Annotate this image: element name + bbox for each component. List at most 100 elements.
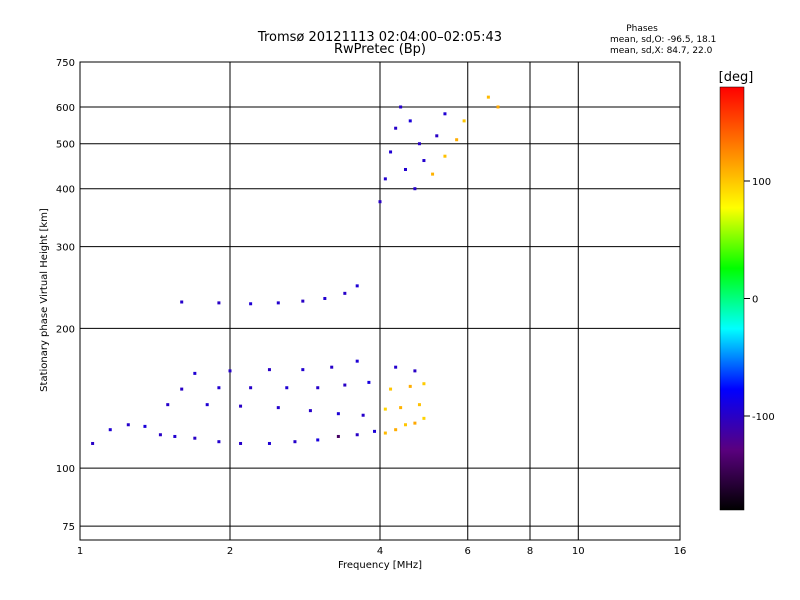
data-point-35 [343, 383, 347, 387]
data-point-67 [443, 112, 447, 116]
data-point-33 [285, 386, 289, 390]
data-point-7 [217, 440, 221, 444]
data-point-39 [422, 382, 426, 386]
data-point-0 [91, 441, 95, 445]
data-point-41 [228, 369, 232, 373]
y-tick-label-0: 75 [62, 522, 75, 533]
data-point-36 [367, 380, 371, 384]
data-point-73 [496, 105, 500, 109]
data-point-22 [239, 404, 243, 408]
data-point-12 [336, 434, 340, 438]
data-point-26 [361, 413, 365, 417]
data-point-3 [143, 424, 147, 428]
data-point-16 [394, 428, 398, 432]
data-point-65 [422, 159, 426, 163]
data-point-10 [293, 440, 297, 444]
data-point-6 [193, 436, 197, 440]
data-point-15 [383, 431, 387, 435]
plot-frame: 1 2 4 6 8 10 16 75 100 200 300 400 500 600 750 [56, 58, 686, 557]
colorbar-tick-label-1: 0 [752, 295, 758, 306]
data-point-25 [336, 412, 340, 416]
data-point-17 [403, 423, 407, 427]
data-point-42 [267, 368, 271, 372]
stats-heading: Phases [626, 24, 658, 34]
data-points [91, 95, 500, 445]
colorbar-label: [deg] [719, 70, 754, 85]
data-point-47 [413, 369, 417, 373]
data-point-58 [389, 150, 393, 154]
data-point-48 [180, 300, 184, 304]
y-tick-label-7: 750 [56, 58, 75, 69]
data-point-11 [316, 438, 320, 442]
x-tick-label-5: 10 [572, 546, 585, 557]
data-point-38 [408, 384, 412, 388]
x-tick-label-3: 6 [465, 546, 471, 557]
data-point-54 [343, 291, 347, 295]
data-point-72 [486, 95, 490, 99]
data-point-24 [308, 409, 312, 413]
y-tick-label-2: 200 [56, 324, 75, 335]
colorbar-ticks: 100 0 -100 [744, 177, 775, 423]
data-point-46 [394, 365, 398, 369]
data-point-64 [413, 187, 417, 191]
x-tick-label-1: 2 [227, 546, 233, 557]
x-tick-label-6: 16 [674, 546, 687, 557]
data-point-68 [431, 172, 435, 176]
x-tick-label-4: 8 [527, 546, 533, 557]
data-point-59 [394, 126, 398, 130]
stats-x-mode: mean, sd,X: 84.7, 22.0 [610, 46, 713, 56]
data-point-71 [462, 119, 466, 123]
data-point-8 [239, 441, 243, 445]
data-point-63 [403, 167, 407, 171]
data-point-32 [249, 386, 253, 390]
data-point-34 [316, 386, 320, 390]
x-axis-label: Frequency [MHz] [338, 560, 422, 571]
chart-subtitle: RwPretec (Bp) [334, 42, 426, 57]
data-point-14 [373, 429, 377, 433]
data-point-5 [173, 434, 177, 438]
y-tick-label-1: 100 [56, 464, 75, 475]
data-point-49 [217, 301, 221, 305]
data-point-23 [276, 406, 280, 410]
x-axis-ticks: 1 2 4 6 8 10 16 [77, 546, 687, 557]
data-point-13 [355, 433, 359, 437]
data-point-21 [205, 403, 209, 407]
data-point-69 [443, 154, 447, 158]
data-point-50 [249, 302, 253, 306]
data-point-1 [108, 428, 112, 432]
x-tick-label-0: 1 [77, 546, 83, 557]
y-tick-label-3: 300 [56, 243, 75, 254]
data-point-30 [180, 387, 184, 391]
x-tick-label-2: 4 [377, 546, 383, 557]
data-point-2 [126, 423, 130, 427]
chart-title: Tromsø 20121113 02:04:00–02:05:43 [257, 30, 502, 45]
data-point-61 [408, 119, 412, 123]
data-point-53 [323, 296, 327, 300]
stats-o-mode: mean, sd,O: -96.5, 18.1 [610, 35, 716, 45]
colorbar: [deg] 100 0 -100 [719, 70, 775, 511]
data-point-62 [417, 142, 421, 146]
data-point-43 [301, 368, 305, 372]
colorbar-tick-label-0: 100 [752, 177, 771, 188]
data-point-28 [399, 406, 403, 410]
data-point-29 [417, 403, 421, 407]
data-point-31 [217, 386, 221, 390]
grid-lines [79, 61, 681, 540]
data-point-57 [383, 177, 387, 181]
data-point-20 [166, 403, 170, 407]
data-point-56 [378, 200, 382, 204]
data-point-4 [158, 433, 162, 437]
colorbar-gradient [719, 86, 745, 511]
colorbar-tick-label-2: -100 [752, 412, 775, 423]
data-point-27 [383, 407, 387, 411]
data-point-66 [435, 134, 439, 138]
data-point-40 [193, 371, 197, 375]
y-tick-label-6: 600 [56, 103, 75, 114]
data-point-18 [413, 421, 417, 425]
data-point-44 [330, 365, 334, 369]
data-point-60 [399, 105, 403, 109]
data-point-45 [355, 359, 359, 363]
y-axis-label: Stationary phase Virtual Height [km] [39, 208, 50, 392]
y-tick-label-4: 400 [56, 185, 75, 196]
